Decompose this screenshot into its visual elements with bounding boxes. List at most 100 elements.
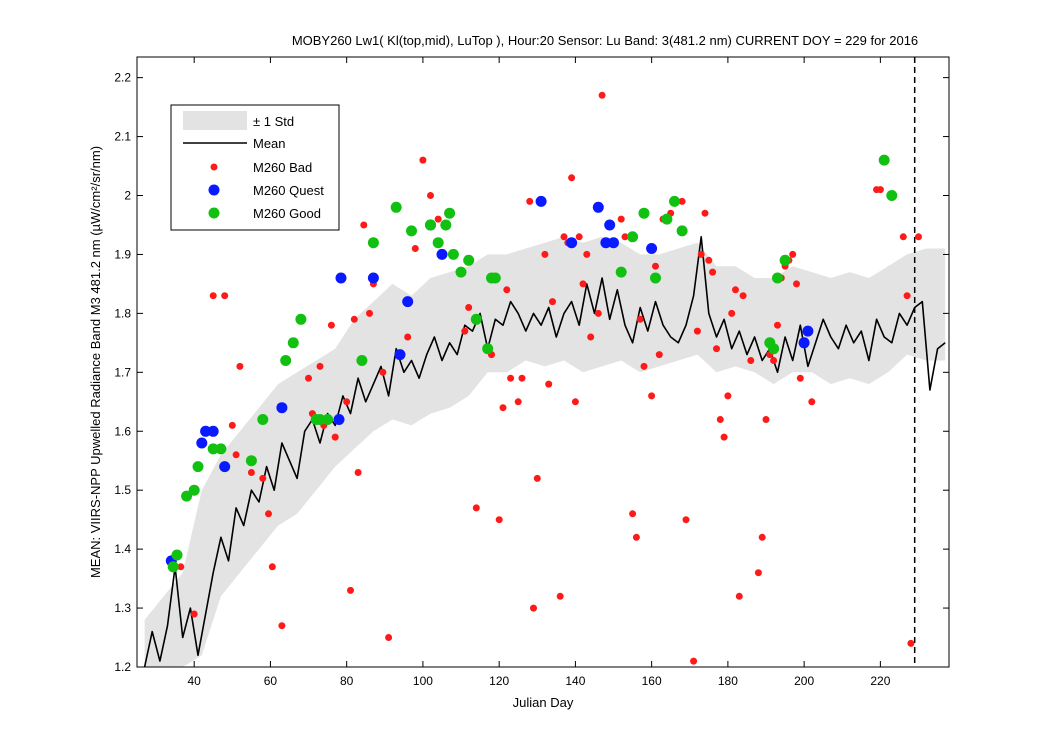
quest-point (566, 237, 578, 249)
bad-point (556, 592, 564, 600)
bad-point (575, 233, 583, 241)
bad-point (587, 333, 595, 341)
bad-point (360, 221, 368, 229)
bad-point (545, 380, 553, 388)
x-tick-label: 140 (565, 674, 585, 688)
good-point (257, 414, 269, 425)
bad-point (697, 250, 705, 258)
bad-point (434, 215, 442, 223)
legend: ± 1 Std Mean M260 Bad M260 Quest M260 Go… (170, 104, 340, 231)
good-point (482, 343, 494, 355)
good-point (215, 443, 227, 455)
bad-point (728, 309, 736, 317)
quest-point (608, 237, 619, 249)
bad-point (709, 268, 717, 276)
bad-point (758, 533, 766, 541)
y-tick-label: 1.4 (114, 542, 131, 556)
bad-point (411, 245, 419, 252)
bad-point (526, 197, 534, 205)
quest-point (798, 337, 810, 349)
bad-point (735, 592, 743, 600)
bad-point (465, 304, 473, 311)
quest-point (335, 272, 347, 284)
legend-good-marker (208, 207, 220, 219)
bad-point (629, 510, 637, 518)
quest-point (276, 402, 288, 414)
good-point (171, 549, 183, 561)
bad-point (278, 622, 286, 630)
y-tick-label: 1.5 (114, 483, 131, 497)
bad-point (899, 233, 907, 241)
bad-point (701, 209, 709, 217)
bad-point (724, 392, 732, 400)
good-point (181, 490, 193, 502)
bad-point (720, 433, 728, 441)
good-point (280, 355, 292, 366)
bad-point (678, 197, 686, 205)
bad-point (632, 533, 640, 541)
bad-point (472, 504, 480, 512)
bad-point (350, 315, 358, 323)
quest-point (196, 437, 208, 449)
bad-point (594, 309, 602, 317)
good-point (167, 561, 179, 573)
bad-point (903, 292, 911, 300)
bad-point (808, 398, 816, 406)
bad-point (915, 233, 922, 241)
bad-point (514, 398, 522, 406)
bad-point (427, 192, 434, 199)
good-point (207, 443, 219, 455)
good-point (878, 154, 890, 166)
good-point (886, 190, 898, 201)
bad-point (259, 474, 267, 482)
bad-point (499, 404, 507, 412)
bad-point (617, 215, 625, 223)
good-point (650, 272, 661, 284)
quest-point (646, 243, 658, 254)
bad-point (507, 374, 515, 382)
bad-point (705, 256, 713, 264)
quest-point (535, 195, 547, 207)
legend-quest-marker (208, 184, 220, 196)
bad-point (343, 398, 351, 406)
bad-point (385, 634, 393, 641)
bad-point (379, 368, 387, 376)
good-point (295, 313, 307, 325)
bad-point (560, 233, 568, 241)
bad-point (770, 357, 778, 364)
bad-point (236, 362, 244, 370)
x-tick-label: 80 (340, 674, 354, 688)
y-tick-label: 1.2 (114, 660, 131, 674)
bad-point (583, 250, 591, 258)
x-tick-label: 100 (413, 674, 433, 688)
good-point (772, 272, 783, 284)
y-tick-label: 1.6 (114, 424, 131, 438)
good-point (390, 201, 402, 213)
good-point (440, 219, 452, 231)
std-band-area (144, 236, 946, 667)
bad-point (221, 292, 229, 300)
good-point (245, 455, 257, 467)
bad-point (228, 421, 236, 429)
bad-point (495, 516, 503, 524)
quest-point (436, 248, 448, 260)
bad-point (533, 474, 541, 482)
bad-point (793, 280, 800, 288)
good-point (455, 266, 467, 278)
bad-point (571, 398, 579, 406)
bad-point (265, 510, 272, 518)
good-point (425, 219, 436, 231)
bad-point (268, 563, 276, 571)
good-point (627, 231, 639, 243)
chart-title: MOBY260 Lw1( Kl(top,mid), LuTop ), Hour:… (292, 33, 918, 48)
good-point (489, 272, 501, 284)
bad-point (598, 91, 606, 99)
x-tick-label: 40 (188, 674, 202, 688)
x-tick-label: 180 (718, 674, 738, 688)
bad-point (404, 333, 412, 341)
bad-point (876, 186, 884, 194)
quest-point (402, 296, 414, 308)
y-tick-label: 2 (124, 189, 131, 203)
quest-point (367, 272, 379, 284)
